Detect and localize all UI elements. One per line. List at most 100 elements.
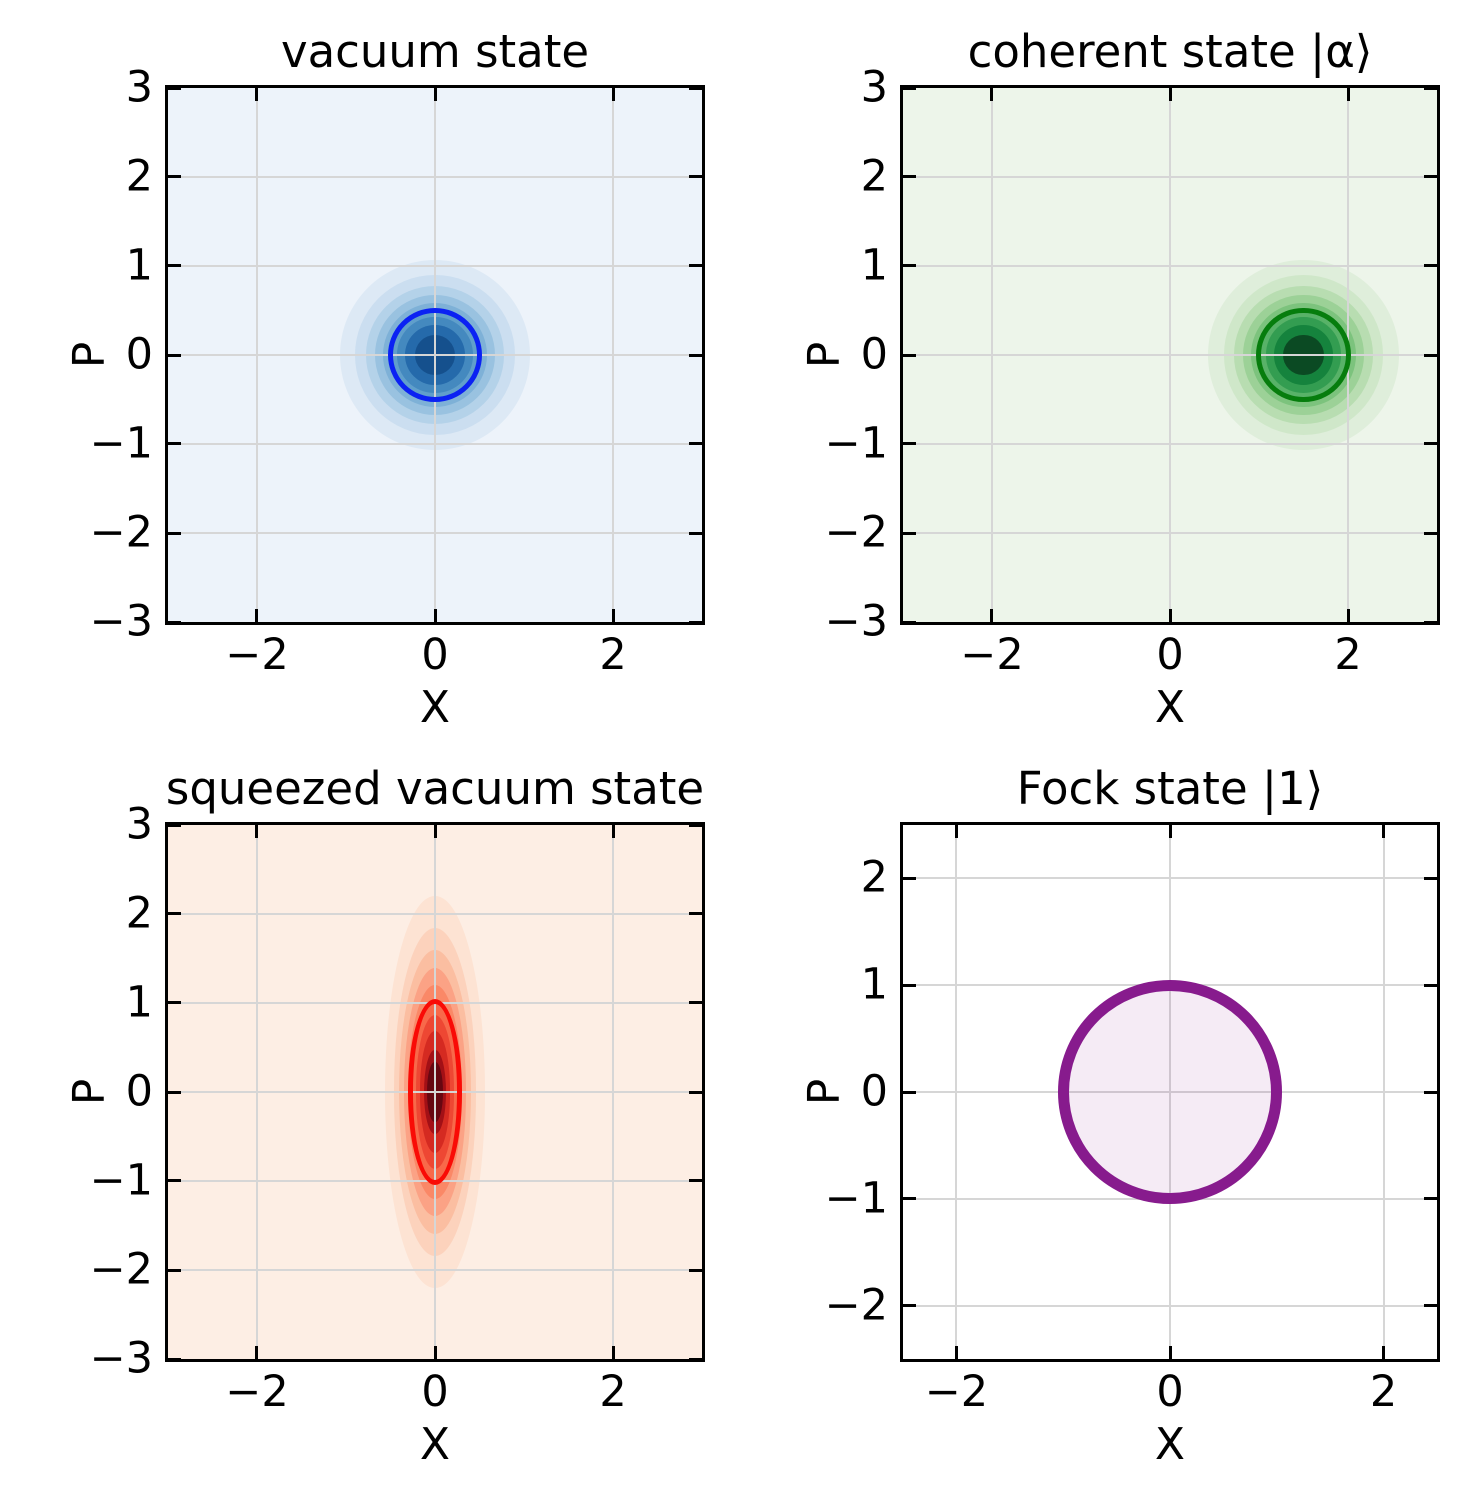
tick-mark [903,876,916,880]
tick-mark [689,1090,702,1094]
x-tick-label: 0 [421,630,449,680]
y-tick-label: −1 [89,418,153,469]
x-tick-label: 0 [1156,630,1184,680]
tick-mark [433,1346,437,1359]
y-tick-label: −2 [89,507,153,558]
gridline-y [168,442,702,445]
tick-mark [903,1197,916,1201]
tick-mark [611,609,615,622]
gridline-y [903,175,1437,178]
y-axis-label: P [799,1078,850,1106]
tick-mark [689,1001,702,1005]
y-tick-label: 2 [860,852,888,903]
y-tick-label: 0 [125,1066,153,1117]
y-tick-label: 3 [125,62,153,113]
tick-mark [611,1346,615,1359]
subplot-vacuum: vacuum state X P −2 0 2 3 2 1 0 −1 −2 −3 [64,29,705,730]
y-tick-label: −1 [824,418,888,469]
tick-mark [1424,531,1437,535]
gridline-y [168,264,702,267]
tick-mark [1424,620,1437,624]
y-tick-label: −3 [89,1333,153,1384]
y-tick-label: 0 [125,329,153,380]
contour-line [1256,307,1351,403]
tick-mark [1424,983,1437,987]
y-tick-label: 1 [860,240,888,291]
tick-mark [990,609,994,622]
gridline-y [168,1269,702,1271]
tick-mark [1168,825,1172,838]
tick-mark [255,88,259,101]
tick-mark [903,1304,916,1308]
tick-mark [168,442,181,446]
tick-mark [168,1179,181,1183]
y-tick-label: −3 [824,596,888,647]
tick-mark [255,825,259,838]
x-axis-label: X [419,682,451,733]
tick-mark [1346,88,1350,101]
contour-line [387,307,483,403]
y-tick-label: 0 [860,329,888,380]
subplot-coherent: coherent state |α⟩ X P −2 0 2 3 2 1 0 −1 −2 −3 [799,29,1440,730]
contour-line [1057,979,1283,1205]
gridline-y [168,912,702,915]
tick-mark [433,609,437,622]
y-tick-label: −2 [89,1244,153,1295]
y-tick-label: −2 [824,1280,888,1331]
y-tick-label: −1 [89,1155,153,1206]
tick-mark [954,825,958,838]
y-tick-label: 1 [860,959,888,1010]
tick-mark [433,88,437,101]
tick-mark [1382,825,1386,838]
y-tick-label: −2 [824,507,888,558]
y-tick-label: 1 [125,977,153,1028]
x-axis-label: X [419,1419,451,1470]
tick-mark [990,88,994,101]
tick-mark [903,442,916,446]
subplot-fock: Fock state |1⟩ X P −2 0 2 2 1 0 −1 −2 [799,766,1440,1467]
y-axis-label: P [64,341,115,369]
gridline-y [903,1304,1437,1307]
tick-mark [689,620,702,624]
tick-mark [903,86,916,90]
tick-mark [168,86,181,90]
tick-mark [1424,442,1437,446]
gridline-y [903,264,1437,267]
plot-title: squeezed vacuum state [165,762,705,815]
tick-mark [689,442,702,446]
x-tick-label: 0 [1156,1367,1184,1417]
tick-mark [1168,1346,1172,1359]
tick-mark [168,1268,181,1272]
tick-mark [168,353,181,357]
tick-mark [433,825,437,838]
tick-mark [1424,175,1437,179]
tick-mark [903,620,916,624]
gridline-y [903,354,1437,356]
tick-mark [689,531,702,535]
tick-mark [168,1357,181,1361]
tick-mark [1424,876,1437,880]
y-tick-label: 3 [860,62,888,113]
tick-mark [1424,353,1437,357]
tick-mark [689,912,702,916]
gridline-y [903,877,1437,880]
tick-mark [903,353,916,357]
tick-mark [689,1179,702,1183]
plot-title: Fock state |1⟩ [1016,762,1324,815]
gridline-y [168,532,702,534]
tick-mark [689,823,702,827]
gridline-y [168,175,702,178]
tick-mark [689,353,702,357]
tick-mark [1382,1346,1386,1359]
plot-title: coherent state |α⟩ [967,25,1373,78]
x-tick-label: −2 [924,1367,989,1417]
tick-mark [689,86,702,90]
tick-mark [1168,609,1172,622]
x-tick-label: −2 [225,630,289,680]
tick-mark [954,1346,958,1359]
tick-mark [903,175,916,179]
x-tick-label: 2 [1334,630,1362,680]
tick-mark [689,1357,702,1361]
tick-mark [903,264,916,268]
tick-mark [1424,86,1437,90]
